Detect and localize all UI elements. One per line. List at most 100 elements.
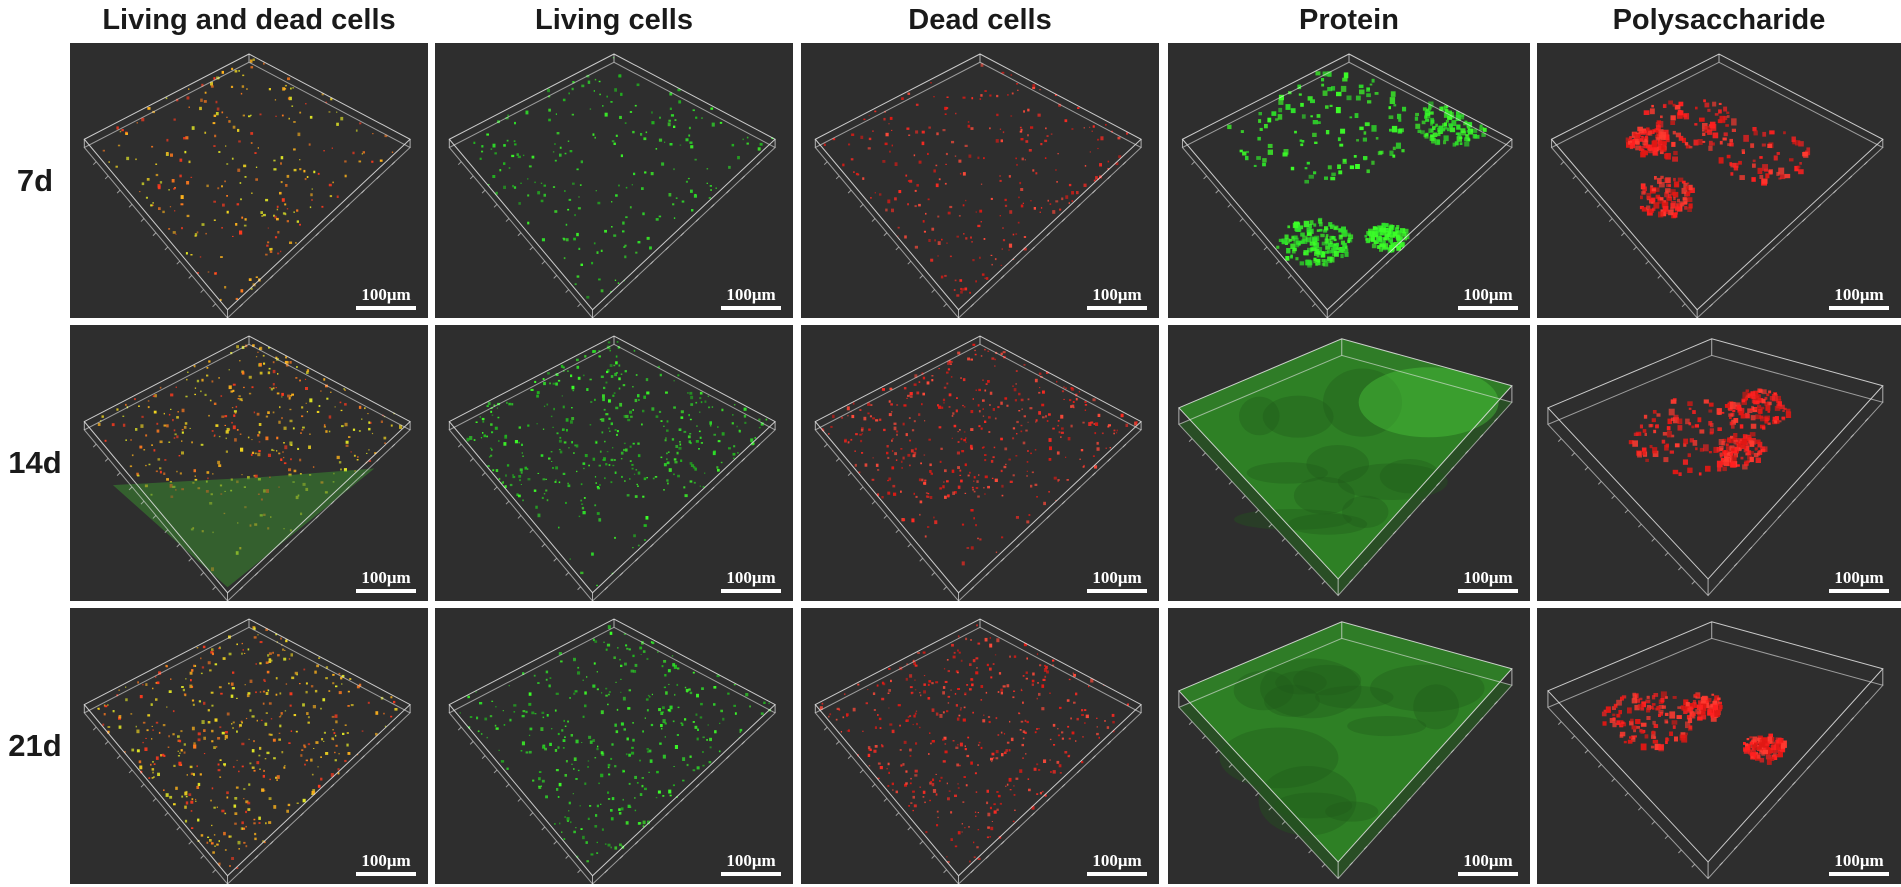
fluorescence-spot	[887, 491, 891, 495]
axis-tick	[1241, 495, 1246, 500]
fluorescence-spot	[1749, 749, 1752, 752]
fluorescence-spot	[217, 737, 221, 740]
fluorescence-spot	[883, 428, 886, 432]
fluorescence-spot	[944, 274, 947, 277]
fluorescence-spot	[1773, 155, 1778, 161]
fluorescence-spot	[591, 261, 594, 265]
fluorescence-spot	[1765, 173, 1770, 179]
fluorescence-spot	[915, 742, 918, 745]
fluorescence-spot	[335, 685, 338, 688]
bounding-box-top	[1547, 338, 1884, 580]
fluorescence-spot	[215, 746, 218, 748]
fluorescence-spot	[243, 652, 246, 654]
fluorescence-spot	[250, 142, 253, 144]
axis-tick	[1777, 514, 1782, 519]
fluorescence-spot	[556, 788, 559, 791]
fluorescence-spot	[890, 403, 893, 406]
fluorescence-spot	[933, 516, 935, 519]
fluorescence-spot	[957, 787, 960, 789]
fluorescence-spot	[665, 691, 668, 695]
fluorescence-spot	[545, 478, 547, 480]
fluorescence-spot	[608, 464, 611, 466]
fluorescence-spot	[673, 217, 676, 219]
fluorescence-spot	[1681, 187, 1688, 194]
fluorescence-spot	[1741, 149, 1745, 152]
fluorescence-spot	[691, 209, 694, 212]
fluorescence-spot	[1731, 118, 1737, 126]
fluorescence-spot	[905, 433, 908, 437]
fluorescence-spot	[1320, 233, 1325, 238]
fluorescence-spot	[702, 486, 705, 488]
fluorescence-spot	[675, 197, 678, 199]
fluorescence-spot	[320, 707, 322, 710]
fluorescence-spot	[238, 848, 240, 850]
fluorescence-spot	[152, 761, 154, 763]
fluorescence-spot	[1765, 754, 1772, 760]
fluorescence-spot	[115, 165, 118, 168]
fluorescence-spot	[1714, 695, 1720, 702]
fluorescence-spot	[262, 702, 265, 705]
fluorescence-spot	[1628, 440, 1634, 445]
fluorescence-spot	[611, 140, 615, 143]
panel-polysaccharide-14d: 100μm	[1537, 325, 1901, 601]
fluorescence-spot	[635, 251, 638, 254]
fluorescence-spot	[249, 59, 253, 63]
fluorescence-spot	[1001, 536, 1004, 539]
fluorescence-spot	[1075, 692, 1078, 696]
fluorescence-spot	[699, 397, 702, 400]
fluorescence-spot	[1700, 701, 1706, 706]
fluorescence-spot	[628, 648, 631, 651]
fluorescence-spot	[895, 459, 898, 461]
fluorescence-spot	[589, 805, 592, 807]
fluorescence-spot	[913, 154, 916, 157]
fluorescence-spot	[170, 408, 172, 410]
fluorescence-spot	[677, 474, 680, 478]
fluorescence-spot	[243, 386, 245, 389]
fluorescence-spot	[1626, 142, 1631, 148]
fluorescence-spot	[1334, 250, 1339, 257]
fluorescence-spot	[1428, 104, 1432, 107]
fluorescence-spot	[352, 428, 356, 431]
fluorescence-spot	[141, 415, 144, 418]
fluorescence-spot	[530, 388, 534, 391]
fluorescence-spot	[283, 657, 287, 661]
fluorescence-spot	[185, 252, 188, 255]
fluorescence-spot	[1004, 447, 1008, 451]
fluorescence-spot	[283, 456, 285, 459]
fluorescence-spot	[1322, 90, 1328, 96]
fluorescence-spot	[1363, 131, 1367, 135]
fluorescence-spot	[1648, 208, 1655, 213]
fluorescence-spot	[997, 691, 1000, 693]
axis-tick	[985, 855, 990, 859]
fluorescence-spot	[965, 441, 967, 443]
fluorescence-spot	[1806, 147, 1811, 151]
fluorescence-spot	[897, 235, 899, 237]
fluorescence-spot	[959, 474, 962, 476]
fluorescence-spot	[141, 182, 145, 186]
axis-tick	[1203, 175, 1207, 180]
fluorescence-spot	[1675, 132, 1681, 138]
fluorescence-spot	[1295, 243, 1300, 248]
fluorescence-spot	[503, 162, 506, 165]
fluorescence-spot	[311, 199, 313, 201]
fluorescence-spot	[919, 692, 921, 694]
fluorescence-spot	[1349, 116, 1353, 119]
axis-tick	[1228, 481, 1233, 485]
fluorescence-spot	[914, 245, 918, 249]
axis-tick	[239, 303, 244, 308]
fluorescence-spot	[1432, 132, 1438, 137]
fluorescence-spot	[619, 843, 622, 847]
fluorescence-spot	[673, 473, 675, 476]
fluorescence-spot	[234, 70, 238, 73]
fluorescence-spot	[954, 491, 957, 494]
fluorescence-spot	[278, 716, 281, 718]
fluorescence-spot	[1662, 432, 1668, 436]
fluorescence-spot	[973, 841, 975, 844]
fluorescence-spot	[238, 726, 241, 728]
fluorescence-spot	[323, 378, 326, 381]
fluorescence-spot	[958, 215, 961, 217]
fluorescence-spot	[236, 759, 238, 761]
fluorescence-spot	[151, 738, 153, 740]
fluorescence-spot	[139, 445, 143, 449]
fluorescence-spot	[498, 477, 501, 480]
